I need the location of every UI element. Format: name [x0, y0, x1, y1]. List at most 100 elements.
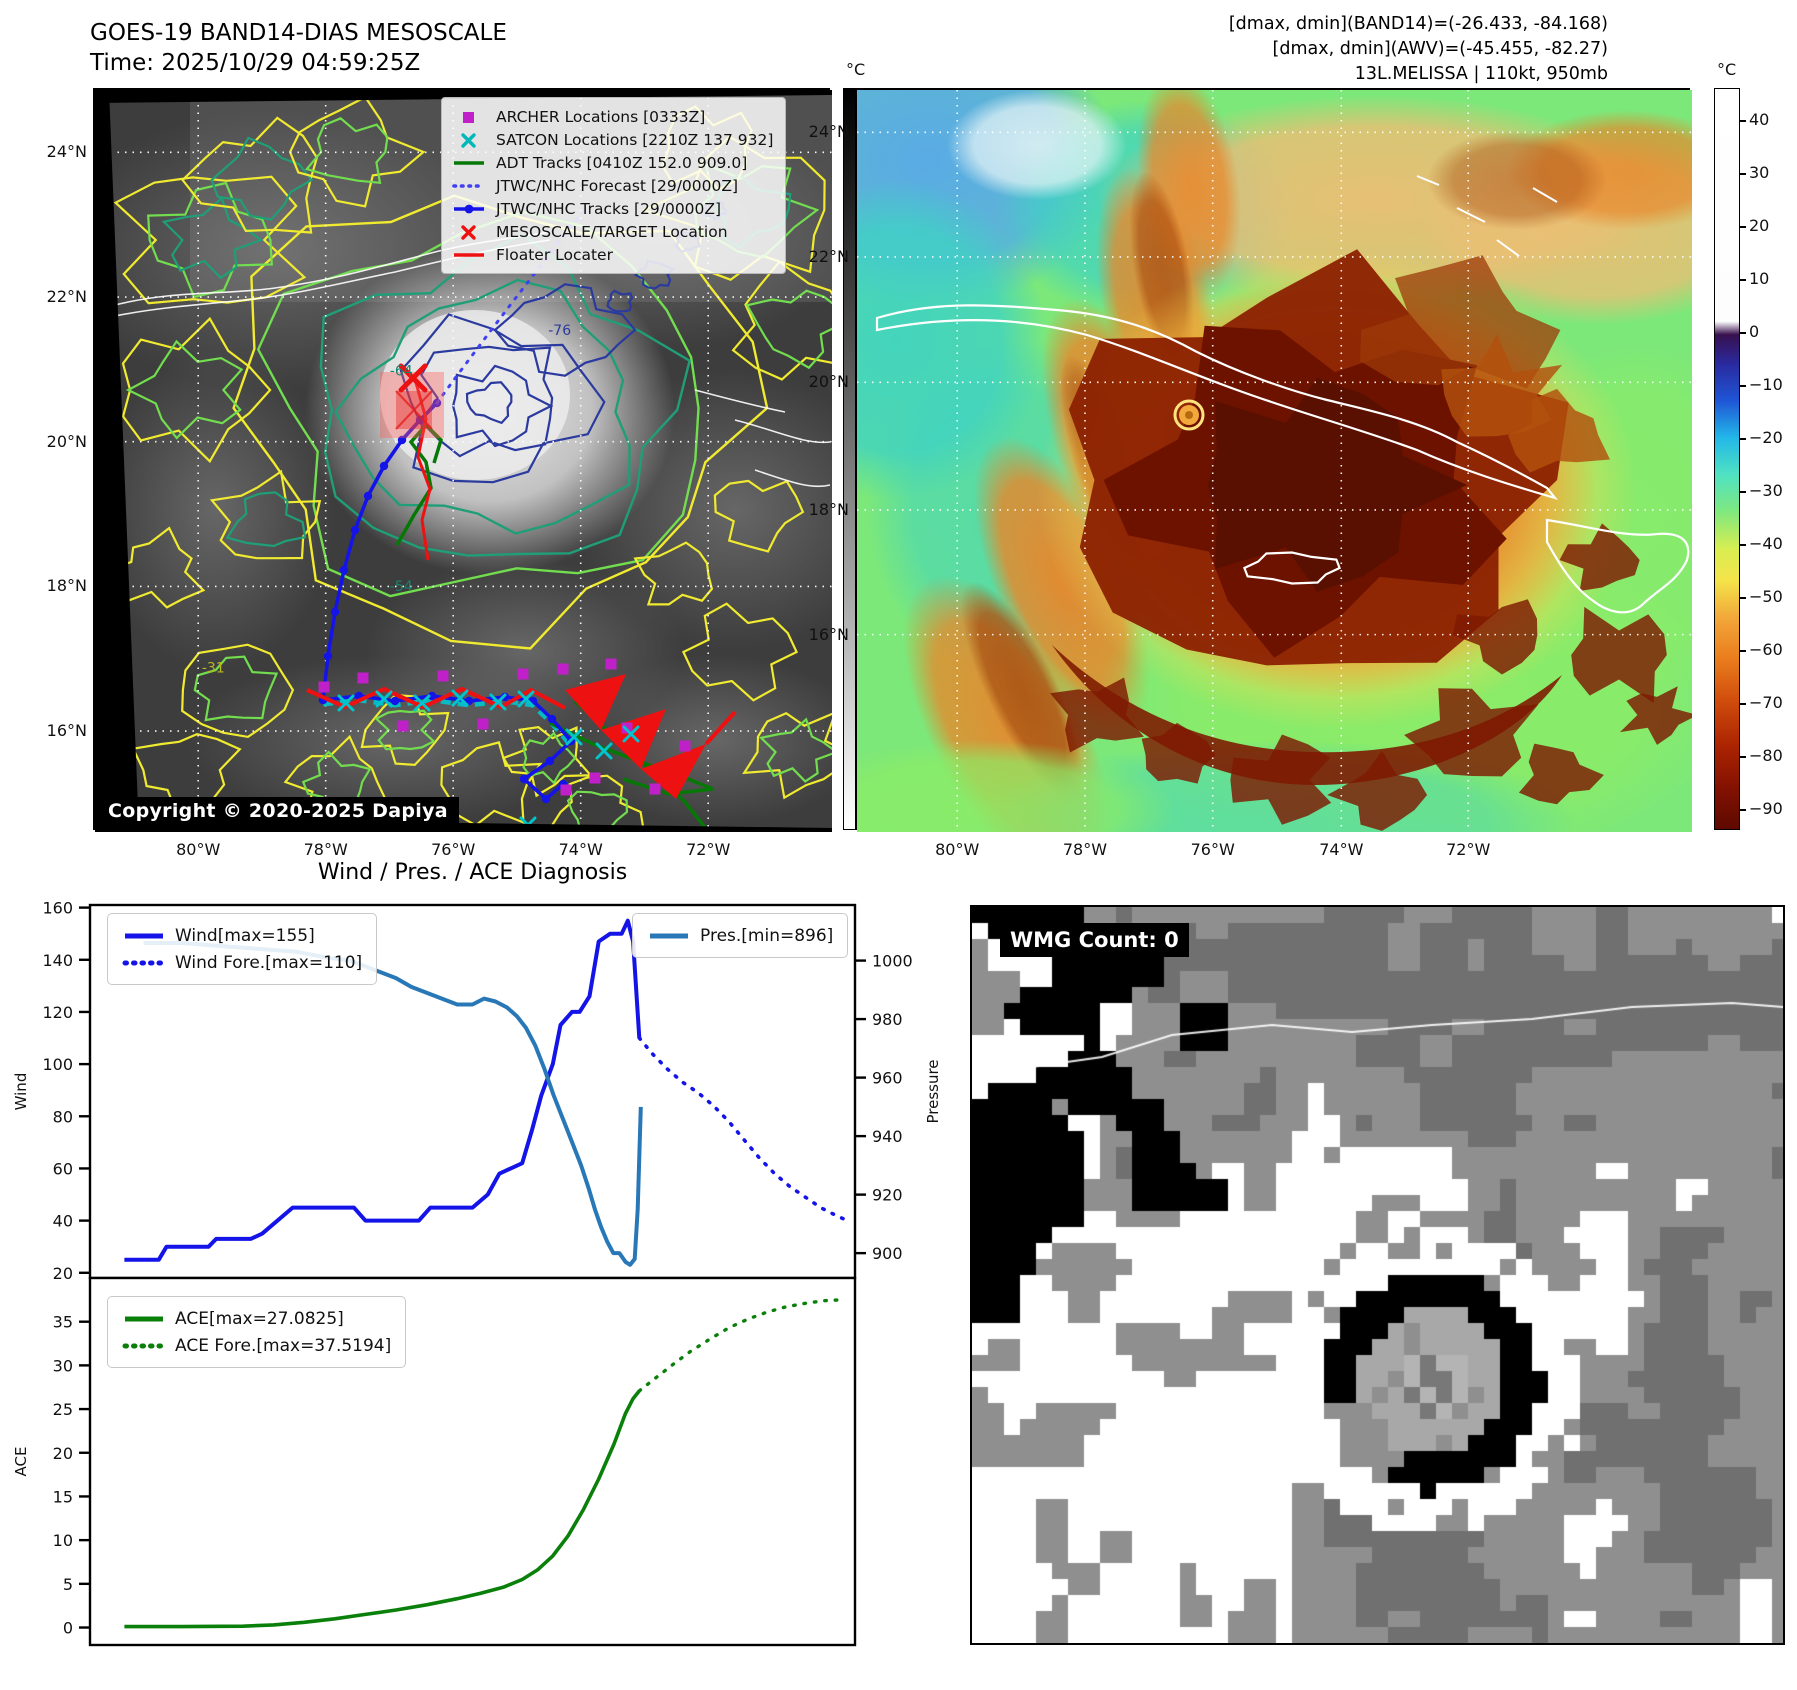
map-graphic: [463, 111, 474, 123]
archer-marker: [517, 668, 529, 680]
lat-tick-label: 16°N: [808, 624, 849, 644]
colorbar-tick-label: 40: [1749, 109, 1770, 129]
legend-label: Pres.[min=896]: [700, 925, 834, 946]
y-tick-label: 80: [53, 1107, 73, 1126]
wmg-count-label: WMG Count: 0: [1000, 923, 1189, 957]
y-tick-label: 0: [63, 1619, 73, 1638]
colorbar-tick: [1739, 225, 1746, 228]
map-graphic: [1508, 388, 1610, 473]
diagnosis-title: Wind / Pres. / ACE Diagnosis: [317, 860, 628, 885]
map-graphic: [519, 774, 529, 784]
colorbar-tick: [1739, 331, 1746, 334]
map-graphic: [306, 686, 566, 710]
ace-legend: ACE[max=27.0825] ACE Fore.[max=37.5194]: [107, 1296, 407, 1368]
map-graphic: [461, 224, 476, 240]
map-graphic: [363, 491, 373, 501]
legend-item-ace-forecast: ACE Fore.[max=37.5194]: [122, 1332, 391, 1359]
map-graphic: [397, 435, 407, 445]
coastline-jamaica: [1243, 551, 1341, 585]
map-graphic: [95, 350, 335, 670]
map-graphic: [395, 390, 433, 430]
map-graphic: [380, 310, 570, 480]
band14-title-line1: GOES-19 BAND14-DIAS MESOSCALE: [90, 20, 507, 46]
x-marker: [398, 363, 428, 393]
archer-marker: [560, 784, 572, 796]
storm-eye: [1173, 399, 1205, 431]
map-graphic: [947, 90, 1127, 200]
lon-tick-label: 72°W: [686, 840, 731, 859]
lon-tick-label: 78°W: [303, 840, 348, 859]
map-graphic: [1327, 751, 1428, 831]
wmg-image: [972, 907, 1783, 1643]
map-graphic: [399, 313, 606, 484]
y-tick-label: 60: [53, 1159, 73, 1178]
coastline-cuba: [875, 304, 1559, 501]
map-graphic: [681, 602, 799, 702]
archer-marker: [437, 670, 449, 682]
y-axis-label: Wind: [12, 1073, 30, 1111]
map-graphic: [319, 232, 691, 557]
lat-tick-label: 22°N: [46, 287, 87, 307]
contour-label: -76: [548, 323, 571, 339]
y-tick-label: 20: [53, 1444, 73, 1463]
y-tick-label: 20: [53, 1264, 73, 1283]
map-graphic: [374, 709, 436, 751]
colorbar-tick: [1739, 119, 1746, 122]
colorbar-tick-label: −40: [1749, 533, 1783, 553]
colorbar-tick-label: 0: [1749, 321, 1760, 341]
map-graphic: [704, 710, 737, 746]
map-graphic: [339, 565, 349, 575]
line-legend-icon: [454, 160, 484, 165]
map-graphic: [330, 607, 340, 617]
colorbar-tick: [1739, 702, 1746, 705]
map-graphic: [522, 731, 577, 785]
colorbar-tick: [1739, 755, 1746, 758]
diagnosis-charts: 204060801001201401609009209409609801000W…: [12, 899, 942, 1647]
legend-label: ACE Fore.[max=37.5194]: [175, 1335, 392, 1356]
band14-map: -76 -64 -54 -31 ARCHER Locations [0333Z] SAT…: [47, 88, 895, 859]
map-graphic: [758, 717, 840, 783]
awv-map: 24°N 22°N 20°N 18°N 16°N 80°W 78°W 76°W 74°W 72°W: [737, 10, 1777, 900]
colorbar-tick: [1739, 278, 1746, 281]
map-graphic: [745, 289, 841, 370]
awv-title-line2: [dmax, dmin](AWV)=(-45.455, -82.27): [1272, 39, 1608, 59]
lat-tick-label: 24°N: [46, 142, 87, 162]
y-tick-label: 40: [53, 1212, 73, 1231]
legend-item-pressure: Pres.[min=896]: [647, 922, 833, 949]
colorbar-tick: [1739, 172, 1746, 175]
map-graphic: [960, 581, 1084, 799]
y-tick-label: 960: [872, 1069, 903, 1088]
y-tick-label: 25: [53, 1400, 73, 1419]
map-graphic: [541, 794, 551, 804]
target-box: [380, 372, 444, 438]
pressure-line-swatch: [650, 933, 688, 938]
wmg-panel: WMG Count: 0: [970, 905, 1785, 1645]
x-legend-icon: [461, 224, 476, 240]
map-legend-label: SATCON Locations [2210Z 137 932]: [496, 130, 774, 149]
y-tick-label: 980: [872, 1010, 903, 1029]
square-legend-icon: [463, 111, 474, 123]
lat-tick-label: 24°N: [808, 122, 849, 142]
awv-title-line1: [dmax, dmin](BAND14)=(-26.433, -84.168): [1228, 14, 1608, 34]
lon-tick-label: 76°W: [1190, 840, 1235, 859]
lat-tick-label: 22°N: [808, 246, 849, 266]
plot-border: [88, 1276, 857, 1647]
archer-marker: [557, 663, 569, 675]
wind-legend: Wind[max=155] Wind Fore.[max=110]: [107, 913, 378, 985]
y-tick-label: 160: [42, 899, 73, 918]
map-graphic: [1185, 411, 1193, 419]
map-graphic: [161, 196, 264, 280]
band14-title-line2: Time: 2025/10/29 04:59:25Z: [90, 50, 421, 76]
x-legend-icon: [461, 132, 476, 148]
map-graphic: [435, 207, 587, 405]
colorbar-tick-label: 10: [1749, 268, 1770, 288]
awv-title: [dmax, dmin](BAND14)=(-26.433, -84.168) …: [1100, 12, 1608, 87]
map-graphic: [1518, 743, 1604, 805]
coastline-hispaniola: [1545, 518, 1690, 614]
coastline: [694, 389, 831, 488]
line-dot-legend-icon: [454, 204, 484, 213]
map-graphic: [1452, 599, 1538, 675]
lat-tick-label: 20°N: [808, 372, 849, 392]
y-tick-label: 10: [53, 1531, 73, 1550]
